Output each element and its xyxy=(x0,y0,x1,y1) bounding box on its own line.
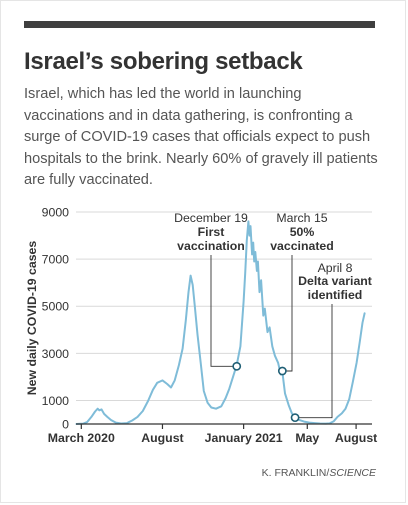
annotation-label-line: 50% xyxy=(290,225,315,239)
annotation-leader xyxy=(295,304,333,419)
y-tick-label: 7000 xyxy=(42,253,70,267)
annotation-leader xyxy=(210,255,237,367)
y-axis-label: New daily COVID-19 cases xyxy=(25,241,39,396)
annotation-date: December 19 xyxy=(174,211,248,225)
y-tick-label: 3000 xyxy=(42,347,70,361)
annotation-label-line: vaccinated xyxy=(270,239,334,253)
annotation-marker xyxy=(290,413,300,423)
credit-author: K. FRANKLIN/ xyxy=(261,467,330,479)
annotation-date: April 8 xyxy=(318,261,353,275)
annotation-marker xyxy=(232,361,242,371)
annotation-label-line: Delta variant xyxy=(298,274,372,288)
x-tick-labels: March 2020 August January 2021 May August xyxy=(48,431,377,445)
credit-source: SCIENCE xyxy=(329,467,376,479)
x-tick-label: March 2020 xyxy=(48,431,115,445)
annotation-label-line: vaccination xyxy=(177,239,245,253)
x-tick-label: August xyxy=(335,431,377,445)
y-tick-label: 1000 xyxy=(42,394,70,408)
annotation-marker xyxy=(277,366,287,376)
y-tick-labels: 0 1000 3000 5000 7000 9000 xyxy=(42,206,70,432)
y-tick-label: 9000 xyxy=(42,206,70,220)
y-tick-label: 5000 xyxy=(42,300,70,314)
annotation-date: March 15 xyxy=(276,211,327,225)
series-line-group xyxy=(75,220,366,425)
annotation-label-line: identified xyxy=(308,288,363,302)
series-line-0 xyxy=(75,220,366,425)
figure-subtitle: Israel, which has led the world in launc… xyxy=(24,86,378,188)
x-tick-label: January 2021 xyxy=(205,431,283,445)
x-axis xyxy=(76,423,372,429)
x-tick-label: May xyxy=(295,431,319,445)
credit-line: K. FRANKLIN/SCIENCE xyxy=(262,467,376,479)
y-tick-label: 0 xyxy=(62,418,69,432)
x-tick-label: August xyxy=(141,431,183,445)
header-accent-bar xyxy=(24,21,375,28)
figure-title: Israel’s sobering setback xyxy=(24,48,303,75)
annotation-label-line: First xyxy=(198,225,225,239)
